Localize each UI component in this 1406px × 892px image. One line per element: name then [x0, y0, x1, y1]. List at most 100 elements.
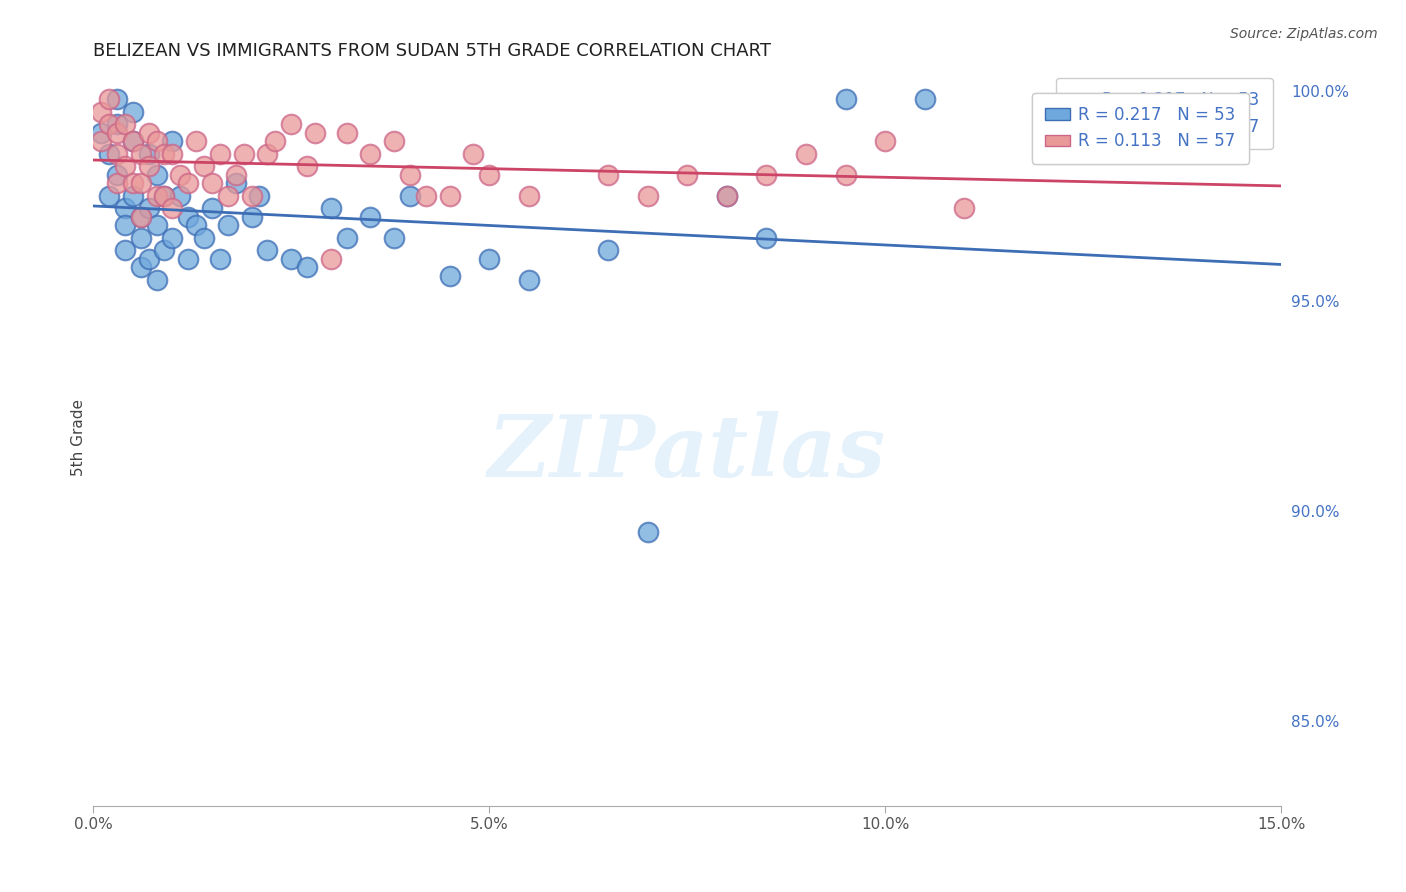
Point: [336, 126, 359, 140]
Point: [240, 189, 263, 203]
Point: [217, 189, 239, 203]
Point: [98, 146, 121, 161]
Point: [184, 219, 207, 233]
Point: [121, 134, 143, 148]
Point: [145, 189, 167, 203]
Point: [716, 189, 738, 203]
Point: [98, 117, 121, 131]
Point: [169, 189, 191, 203]
Point: [232, 146, 254, 161]
Point: [145, 273, 167, 287]
Point: [415, 189, 437, 203]
Point: [264, 134, 287, 148]
Point: [169, 168, 191, 182]
Point: [755, 168, 778, 182]
Text: BELIZEAN VS IMMIGRANTS FROM SUDAN 5TH GRADE CORRELATION CHART: BELIZEAN VS IMMIGRANTS FROM SUDAN 5TH GR…: [93, 42, 770, 60]
Point: [319, 252, 342, 266]
Point: [98, 189, 121, 203]
Point: [105, 176, 128, 190]
Point: [208, 146, 231, 161]
Point: [105, 117, 128, 131]
Point: [177, 210, 200, 224]
Point: [382, 231, 405, 245]
Point: [193, 231, 215, 245]
Point: [145, 219, 167, 233]
Point: [240, 210, 263, 224]
Point: [319, 202, 342, 216]
Point: [716, 189, 738, 203]
Point: [256, 146, 278, 161]
Point: [162, 202, 184, 216]
Point: [676, 168, 699, 182]
Point: [114, 219, 136, 233]
Point: [145, 168, 167, 182]
Point: [121, 104, 143, 119]
Point: [90, 126, 112, 140]
Point: [359, 210, 381, 224]
Point: [90, 134, 112, 148]
Point: [875, 134, 897, 148]
Point: [399, 168, 422, 182]
Point: [359, 146, 381, 161]
Point: [201, 202, 224, 216]
Point: [201, 176, 224, 190]
Point: [953, 202, 976, 216]
Point: [121, 134, 143, 148]
Point: [121, 176, 143, 190]
Point: [382, 134, 405, 148]
Point: [834, 92, 856, 106]
Point: [637, 525, 659, 540]
Point: [184, 134, 207, 148]
Point: [225, 176, 247, 190]
Point: [208, 252, 231, 266]
Point: [162, 146, 184, 161]
Point: [914, 92, 936, 106]
Point: [129, 210, 152, 224]
Point: [517, 273, 540, 287]
Point: [517, 189, 540, 203]
Point: [217, 219, 239, 233]
Point: [138, 160, 160, 174]
Point: [129, 176, 152, 190]
Point: [755, 231, 778, 245]
Point: [336, 231, 359, 245]
Point: [114, 202, 136, 216]
Point: [129, 146, 152, 161]
Point: [596, 168, 619, 182]
Point: [138, 252, 160, 266]
Point: [177, 252, 200, 266]
Point: [138, 202, 160, 216]
Point: [153, 189, 176, 203]
Point: [463, 146, 485, 161]
Point: [637, 189, 659, 203]
Point: [90, 104, 112, 119]
Point: [478, 168, 501, 182]
Point: [145, 134, 167, 148]
Point: [98, 92, 121, 106]
Point: [114, 244, 136, 258]
Point: [834, 168, 856, 182]
Point: [295, 160, 318, 174]
Point: [129, 210, 152, 224]
Point: [256, 244, 278, 258]
Text: ZIPatlas: ZIPatlas: [488, 410, 886, 494]
Point: [280, 252, 302, 266]
Point: [129, 260, 152, 275]
Point: [138, 126, 160, 140]
Point: [304, 126, 326, 140]
Point: [114, 117, 136, 131]
Point: [177, 176, 200, 190]
Point: [162, 231, 184, 245]
Point: [105, 168, 128, 182]
Point: [105, 126, 128, 140]
Point: [138, 146, 160, 161]
Legend: R = 0.217   N = 53, R = 0.113   N = 57: R = 0.217 N = 53, R = 0.113 N = 57: [1032, 93, 1249, 164]
Point: [105, 146, 128, 161]
Point: [439, 189, 461, 203]
Point: [478, 252, 501, 266]
Point: [114, 160, 136, 174]
Point: [794, 146, 817, 161]
Point: [399, 189, 422, 203]
Y-axis label: 5th Grade: 5th Grade: [72, 399, 86, 476]
Point: [249, 189, 271, 203]
